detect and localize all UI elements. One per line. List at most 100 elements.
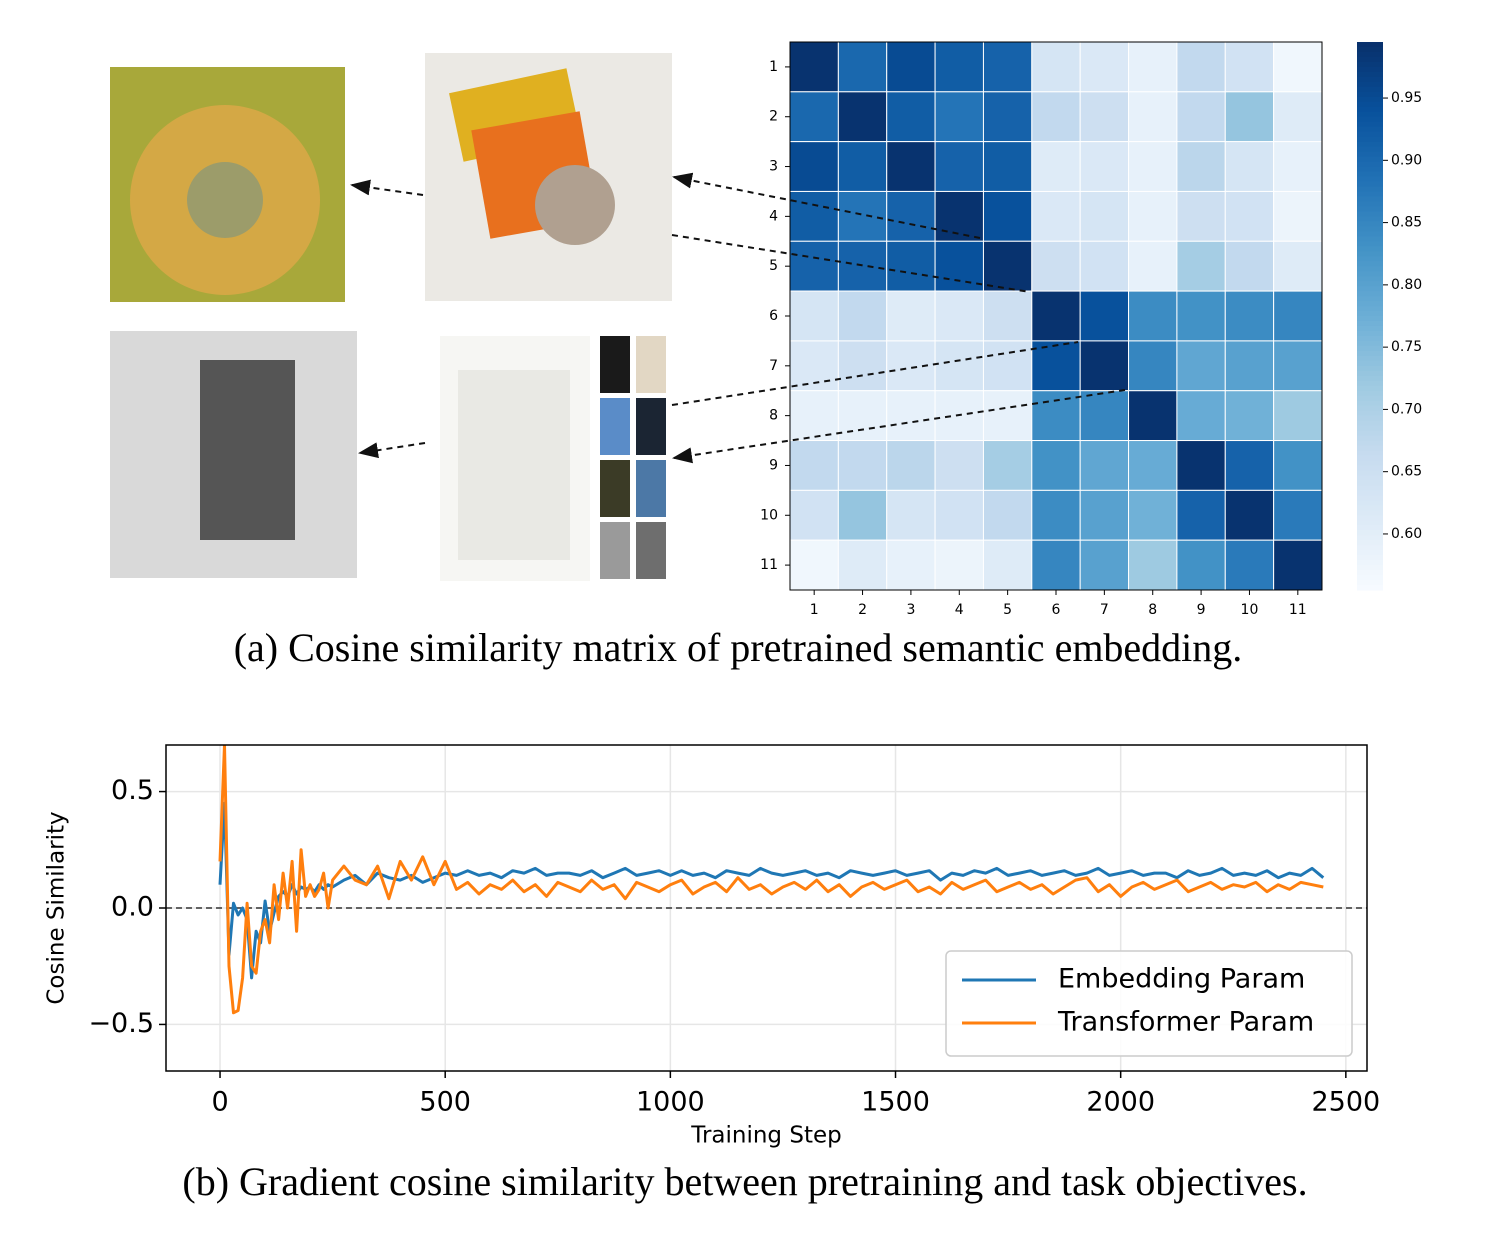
heat-cell [1176,91,1226,143]
heat-cell [1128,290,1178,342]
heat-cell [1176,539,1226,591]
colorbar-segment [1357,66,1383,73]
heat-cell [1031,91,1081,143]
heat-cell [1224,489,1275,541]
colorbar-segment [1357,410,1383,417]
colorbar-segment [1357,161,1383,168]
y-tick-label: 3 [769,159,778,175]
colorbar-segment [1357,375,1383,382]
colorbar-segment [1357,156,1383,163]
heat-cell [1031,141,1081,192]
y-tick-label: 5 [769,258,778,274]
colorbar-segment [1357,186,1383,193]
x-tick-label: 500 [419,1087,471,1118]
heat-cell [1079,141,1130,192]
heat-cell [982,489,1033,541]
heat-cell [1031,539,1081,591]
legend-label: Embedding Param [1058,964,1305,995]
colorbar-segment [1357,380,1383,387]
heat-cell [789,290,839,342]
x-tick-label: 1500 [861,1087,930,1118]
heat-cell [934,91,984,143]
sprocket-hub [187,162,263,238]
heat-cell [837,340,888,392]
colorbar-segment [1357,390,1383,397]
heat-cell [1128,340,1178,392]
colorbar-tick-label: 0.85 [1391,215,1422,231]
colorbar-segment [1357,420,1383,427]
arrows [350,172,1126,464]
legend-box [945,950,1353,1057]
heat-cell [934,340,984,392]
colorbar-segment [1357,191,1383,198]
colorbar-segment [1357,535,1383,541]
colorbar-segment [1357,435,1383,442]
colorbar-segment [1357,136,1383,143]
x-axis-label: Training Step [690,1123,841,1149]
heat-cell [1079,340,1130,392]
heat-cell [1273,539,1323,591]
heat-cell [982,340,1033,392]
line-chart: 0 500 1000 1500 2000 2500 −0.5 0.0 0.5 Training S… [44,744,1380,1149]
x-tick-label: 8 [1148,602,1157,618]
x-tick-label: 4 [955,602,964,618]
colorbar-segment [1357,470,1383,477]
heat-cell [837,489,888,541]
heat-cell [1224,539,1275,591]
colorbar-segment [1357,206,1383,212]
colorbar-segment [1357,585,1383,591]
y-tick-label: 0.0 [111,892,154,923]
colorbar-segment [1357,291,1383,297]
heat-cell [982,539,1033,591]
legend-label: Transformer Param [1057,1007,1314,1038]
x-tick-label: 9 [1197,602,1206,618]
colorbar-segment [1357,311,1383,317]
colorbar-segment [1357,525,1383,531]
heat-cell [789,440,839,491]
colorbar-segment [1357,42,1383,48]
heat-cell [1176,41,1226,93]
colorbar-segment [1357,281,1383,287]
colorbar-segment [1357,325,1383,332]
heat-cell [789,539,839,591]
colorbar-segment [1357,490,1383,496]
colorbar-segment [1357,330,1383,337]
y-tick-label: 8 [769,408,778,424]
colorbar-segment [1357,141,1383,148]
x-tick-label: 6 [1052,602,1061,618]
heat-cell [1273,290,1323,342]
heat-cell [1031,290,1081,342]
heat-cell [1079,440,1130,491]
colorbar-segment [1357,76,1383,83]
caption: (a) Cosine similarity matrix of pretrain… [234,625,1243,670]
heat-cell [1031,390,1081,442]
heat-cell [1224,190,1275,242]
heat-cell [789,91,839,143]
pants-shape [458,370,570,560]
heat-cell [837,91,888,143]
heat-cell [982,190,1033,242]
pants-grid [600,336,666,579]
colorbar-segment [1357,425,1383,432]
heat-cell [886,390,936,442]
heat-cell [1128,41,1178,93]
heat-cell [837,440,888,491]
colorbar-tick-label: 0.70 [1391,401,1422,417]
heat-cell [789,141,839,192]
heat-cell [1031,340,1081,392]
heat-cell [1079,91,1130,143]
heat-cell [789,190,839,242]
heat-cell [1128,91,1178,143]
y-tick-label: 9 [769,457,778,473]
heat-cell [1273,489,1323,541]
colorbar-segment [1357,51,1383,58]
heat-cell [1079,190,1130,242]
colorbar-segment [1357,365,1383,372]
colorbar-segment [1357,485,1383,491]
heat-cell [934,539,984,591]
heat-cell [934,141,984,192]
colorbar-segment [1357,166,1383,173]
colorbar-segment [1357,196,1383,203]
colorbar-segment [1357,540,1383,546]
heat-cell [1176,141,1226,192]
